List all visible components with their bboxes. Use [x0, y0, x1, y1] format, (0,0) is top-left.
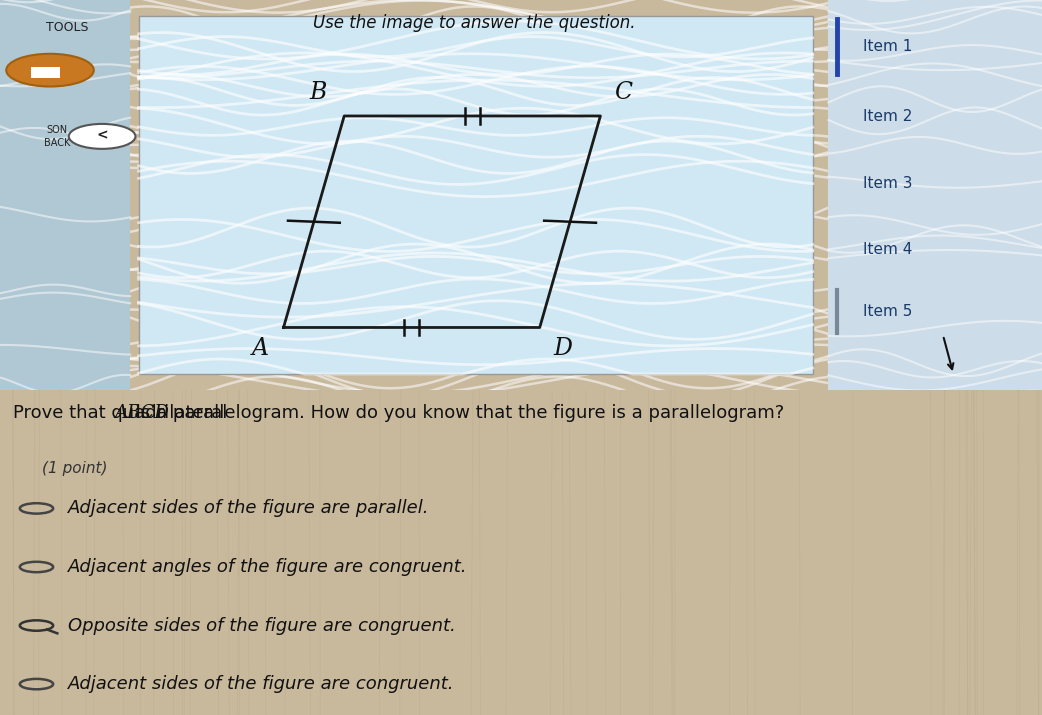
Text: Adjacent sides of the figure are congruent.: Adjacent sides of the figure are congrue… [68, 675, 454, 693]
Text: Item 4: Item 4 [863, 242, 912, 257]
Text: Use the image to answer the question.: Use the image to answer the question. [313, 14, 636, 32]
Text: A: A [252, 337, 269, 360]
Text: Item 3: Item 3 [863, 176, 913, 191]
Text: <: < [96, 129, 108, 142]
Text: Item 2: Item 2 [863, 109, 912, 124]
Bar [31, 67, 60, 78]
Text: (1 point): (1 point) [42, 461, 107, 476]
Text: TOOLS: TOOLS [47, 21, 89, 34]
Text: is a parallelogram. How do you know that the figure is a parallelogram?: is a parallelogram. How do you know that… [130, 404, 785, 423]
Text: Adjacent sides of the figure are parallel.: Adjacent sides of the figure are paralle… [68, 499, 429, 518]
Text: Item 5: Item 5 [863, 305, 912, 319]
Text: Opposite sides of the figure are congruent.: Opposite sides of the figure are congrue… [68, 616, 455, 634]
Text: B: B [309, 81, 327, 104]
Text: SON
BACK: SON BACK [44, 125, 71, 147]
Circle shape [6, 54, 94, 87]
Text: Adjacent angles of the figure are congruent.: Adjacent angles of the figure are congru… [68, 558, 467, 576]
Text: Prove that quadrilateral: Prove that quadrilateral [13, 404, 232, 423]
Bar [828, 0, 1042, 390]
Text: D: D [553, 337, 572, 360]
Circle shape [69, 124, 135, 149]
Text: Item 1: Item 1 [863, 39, 912, 54]
Text: ABCD: ABCD [114, 404, 169, 423]
Text: C: C [614, 81, 632, 104]
Bar [139, 16, 813, 374]
Bar [0, 0, 130, 390]
